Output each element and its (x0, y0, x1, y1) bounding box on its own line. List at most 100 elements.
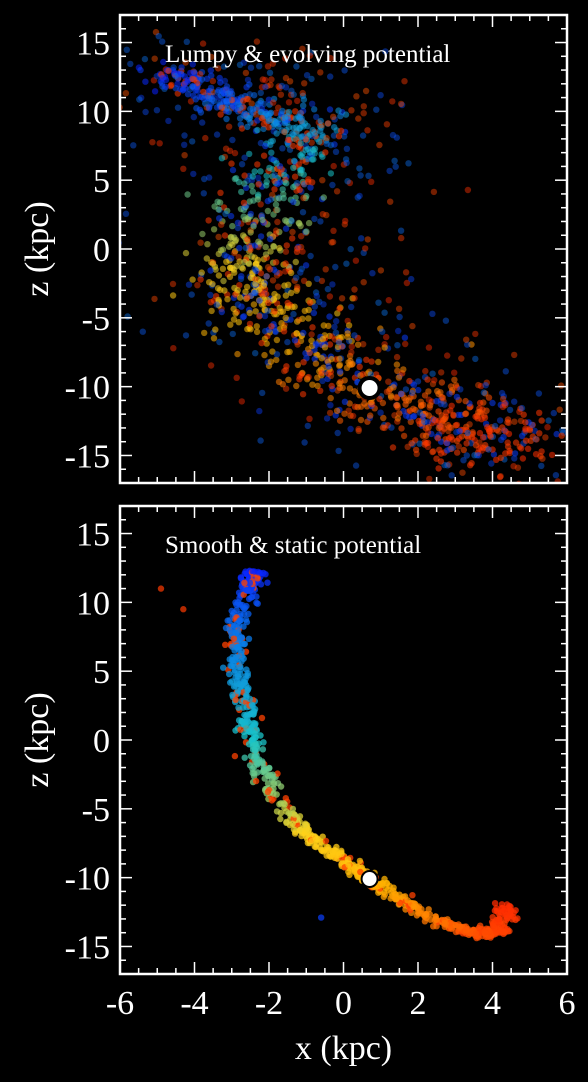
stream-particle (464, 432, 471, 439)
stream-particle (388, 424, 395, 431)
stream-particle (480, 389, 488, 396)
stream-particle (231, 663, 238, 670)
stream-particle (460, 457, 467, 464)
stream-particle (307, 49, 314, 56)
stream-particle (462, 410, 469, 418)
stream-particle (356, 192, 363, 200)
stream-particle (230, 635, 238, 642)
stream-particle (463, 336, 470, 343)
stream-particle (254, 575, 261, 582)
stream-particle (258, 114, 265, 122)
stream-particle (252, 289, 259, 296)
stream-particle (416, 409, 424, 416)
stream-particle (455, 411, 462, 419)
stream-particle (229, 241, 236, 249)
stream-particle (264, 82, 271, 90)
stream-particle (501, 400, 508, 407)
stream-particle (170, 64, 177, 71)
stream-particle (463, 426, 470, 434)
stream-particle (197, 276, 204, 283)
stream-particle (318, 838, 325, 845)
stream-particle (464, 429, 471, 437)
stream-particle (236, 244, 243, 252)
stream-particle (262, 76, 269, 84)
stream-particle (257, 99, 264, 107)
stream-particle (558, 432, 565, 439)
stream-particle (377, 409, 384, 416)
stream-particle (282, 268, 289, 275)
stream-particle (438, 369, 445, 376)
stream-particle (276, 84, 283, 92)
stream-particle (356, 857, 364, 865)
stream-particle (238, 634, 245, 641)
stream-particle (395, 305, 403, 312)
stream-particle (463, 440, 470, 447)
stream-particle (278, 82, 285, 90)
stream-particle (325, 322, 332, 330)
stream-particle (264, 197, 271, 205)
stream-particle (189, 75, 196, 83)
stream-particle (425, 424, 432, 431)
stream-particle (429, 310, 436, 317)
stream-particle (336, 380, 343, 387)
stream-particle (344, 178, 351, 185)
stream-particle (260, 120, 268, 128)
stream-particle (498, 436, 505, 444)
stream-particle (270, 790, 277, 797)
stream-particle (243, 725, 250, 732)
stream-particle (141, 55, 149, 63)
stream-particle (545, 417, 552, 424)
stream-particle (283, 242, 290, 249)
y-axis-title: z (kpc) (19, 201, 56, 296)
stream-particle (149, 139, 156, 146)
stream-particle (241, 733, 248, 740)
stream-particle (342, 217, 349, 225)
stream-particle (341, 377, 348, 384)
stream-particle (301, 821, 308, 829)
stream-particle (257, 233, 265, 240)
stream-particle (377, 325, 384, 332)
stream-particle (214, 285, 222, 292)
stream-particle (444, 439, 451, 447)
stream-particle (517, 405, 524, 412)
stream-particle (227, 321, 234, 328)
stream-particle (165, 117, 172, 125)
stream-particle (453, 421, 461, 429)
x-tick-label: 0 (335, 985, 352, 1022)
stream-particle (472, 442, 480, 449)
stream-particle (237, 726, 244, 733)
stream-particle (474, 449, 482, 456)
stream-particle (447, 920, 455, 927)
stream-particle (216, 74, 223, 82)
stream-particle (511, 351, 518, 359)
stream-particle (271, 186, 278, 193)
ticks (119, 14, 568, 484)
stream-particle (244, 236, 251, 243)
stream-particle (277, 800, 285, 807)
stream-particle (364, 418, 371, 425)
stream-particle (124, 313, 131, 320)
stream-particle (330, 132, 338, 139)
stream-particle (472, 355, 479, 363)
stream-particle (246, 579, 254, 586)
stream-particle (383, 388, 391, 395)
stream-particle (206, 104, 213, 111)
stream-particle (306, 415, 313, 422)
stream-particle (332, 329, 340, 336)
stream-particle (189, 138, 196, 145)
stream-particle (151, 295, 158, 303)
stream-particle (253, 328, 261, 336)
stream-particle (162, 83, 169, 91)
stream-particle (355, 356, 363, 364)
stream-particle (394, 415, 402, 422)
stream-particle (338, 334, 345, 341)
stream-particle (236, 294, 244, 301)
stream-particle (380, 414, 387, 422)
stream-particle (245, 115, 252, 123)
stream-particle (288, 217, 295, 225)
stream-particle (489, 399, 496, 407)
stream-particle (317, 387, 324, 394)
stream-particle (375, 299, 382, 306)
stream-particle (326, 106, 334, 113)
stream-particle (500, 393, 507, 400)
